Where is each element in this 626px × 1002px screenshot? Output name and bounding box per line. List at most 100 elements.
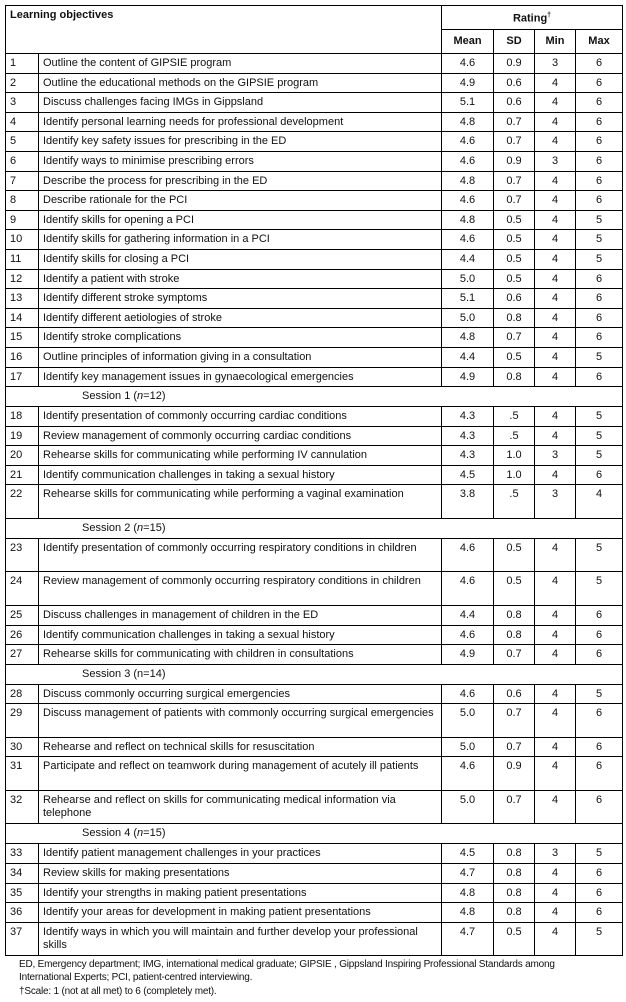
sd-value: 0.8 — [493, 882, 535, 904]
table-body: 1 Outline the content of GIPSIE program 4.… — [4, 53, 624, 957]
table-row: 1 Outline the content of GIPSIE program 4.… — [5, 53, 624, 74]
objective-text: Identify ways in which you will maintain… — [38, 921, 442, 957]
max-value: 6 — [574, 111, 624, 133]
sd-value: 0.5 — [493, 571, 535, 606]
objective-text: Identify your strengths in making patien… — [38, 882, 442, 904]
sd-value: 0.7 — [493, 644, 535, 665]
objective-number: 37 — [5, 921, 39, 957]
mean-value: 4.6 — [441, 131, 494, 152]
max-value: 6 — [574, 736, 624, 758]
session-label: Session 3 (n=14) — [4, 663, 624, 685]
objective-text: Identify stroke complications — [38, 327, 442, 348]
min-value: 4 — [534, 268, 576, 290]
mean-value: 4.7 — [441, 921, 494, 957]
objective-number: 7 — [5, 170, 39, 192]
max-value: 6 — [574, 644, 624, 665]
max-value: 6 — [574, 366, 624, 388]
mean-value: 4.3 — [441, 425, 494, 447]
mean-value: 4.5 — [441, 843, 494, 865]
max-value: 5 — [574, 229, 624, 250]
max-value: 5 — [574, 843, 624, 865]
objective-text: Identify presentation of commonly occurr… — [38, 537, 442, 573]
sd-value: 0.7 — [493, 789, 535, 825]
table-row: 4 Identify personal learning needs for pr… — [5, 111, 624, 133]
objective-text: Identify skills for closing a PCI — [38, 248, 442, 270]
objective-text: Identify a patient with stroke — [38, 268, 442, 290]
objective-number: 4 — [5, 111, 39, 133]
objective-number: 21 — [5, 464, 39, 486]
table-row: 24 Review management of commonly occurrin… — [5, 571, 624, 606]
min-value: 4 — [534, 756, 576, 791]
sd-value: 0.5 — [493, 248, 535, 270]
sd-value: 0.7 — [493, 736, 535, 758]
sd-value: 0.9 — [493, 756, 535, 791]
objective-text: Identify different aetiologies of stroke — [38, 307, 442, 329]
table-row: 13 Identify different stroke symptoms 5.1 0… — [5, 288, 624, 309]
mean-value: 4.6 — [441, 53, 494, 74]
min-value: 4 — [534, 464, 576, 486]
min-value: 4 — [534, 425, 576, 447]
max-value: 6 — [574, 604, 624, 626]
min-value: 4 — [534, 209, 576, 231]
objective-number: 34 — [5, 863, 39, 884]
table-row: 36 Identify your areas for development in… — [5, 902, 624, 923]
sd-value: 0.7 — [493, 703, 535, 738]
sd-value: 0.7 — [493, 131, 535, 152]
objective-number: 14 — [5, 307, 39, 329]
mean-value: 5.0 — [441, 307, 494, 329]
objective-text: Review skills for making presentations — [38, 863, 442, 884]
objective-number: 9 — [5, 209, 39, 231]
min-value: 4 — [534, 703, 576, 738]
learning-objectives-header: Learning objectives — [5, 5, 442, 54]
objective-number: 27 — [5, 644, 39, 665]
objective-text: Identify skills for opening a PCI — [38, 209, 442, 231]
table-row: 20 Rehearse skills for communicating whil… — [5, 445, 624, 466]
mean-value: 4.4 — [441, 346, 494, 368]
max-value: 6 — [574, 307, 624, 329]
min-value: 3 — [534, 445, 576, 466]
table-row: 10 Identify skills for gathering informat… — [5, 229, 624, 250]
rating-header: Rating† — [440, 5, 624, 30]
mean-value: 5.0 — [441, 736, 494, 758]
sd-value: 0.5 — [493, 209, 535, 231]
objective-text: Identify communication challenges in tak… — [38, 624, 442, 646]
max-value: 6 — [574, 131, 624, 152]
objective-number: 30 — [5, 736, 39, 758]
min-value: 4 — [534, 92, 576, 113]
mean-value: 4.5 — [441, 464, 494, 486]
objective-text: Identify presentation of commonly occurr… — [38, 406, 442, 427]
table-row: 22 Rehearse skills for communicating whil… — [5, 484, 624, 519]
mean-value: 5.0 — [441, 703, 494, 738]
max-value: 5 — [574, 683, 624, 705]
n-symbol: n — [137, 521, 144, 534]
table-row: 9 Identify skills for opening a PCI 4.8 0.5… — [5, 209, 624, 231]
max-value: 5 — [574, 425, 624, 447]
session-n: 15 — [149, 521, 162, 534]
objective-text: Identify personal learning needs for pro… — [38, 111, 442, 133]
mean-value: 4.6 — [441, 150, 494, 172]
min-value: 3 — [534, 484, 576, 519]
objective-text: Identify key management issues in gynaec… — [38, 366, 442, 388]
objective-number: 8 — [5, 190, 39, 211]
max-value: 6 — [574, 327, 624, 348]
max-value: 6 — [574, 190, 624, 211]
min-value: 4 — [534, 111, 576, 133]
objective-text: Discuss commonly occurring surgical emer… — [38, 683, 442, 705]
table-row: 29 Discuss management of patients with co… — [5, 703, 624, 738]
min-value: 4 — [534, 902, 576, 923]
mean-value: 4.8 — [441, 882, 494, 904]
mean-value: 4.8 — [441, 209, 494, 231]
objective-number: 5 — [5, 131, 39, 152]
objective-number: 17 — [5, 366, 39, 388]
objective-text: Rehearse skills for communicating with c… — [38, 644, 442, 665]
min-value: 4 — [534, 736, 576, 758]
objective-text: Discuss challenges facing IMGs in Gippsl… — [38, 92, 442, 113]
mean-value: 4.6 — [441, 683, 494, 705]
objective-text: Review management of commonly occurring … — [38, 571, 442, 606]
sd-value: 1.0 — [493, 445, 535, 466]
objective-number: 32 — [5, 789, 39, 825]
min-value: 4 — [534, 683, 576, 705]
mean-value: 4.4 — [441, 604, 494, 626]
min-value: 4 — [534, 327, 576, 348]
objective-number: 2 — [5, 72, 39, 94]
